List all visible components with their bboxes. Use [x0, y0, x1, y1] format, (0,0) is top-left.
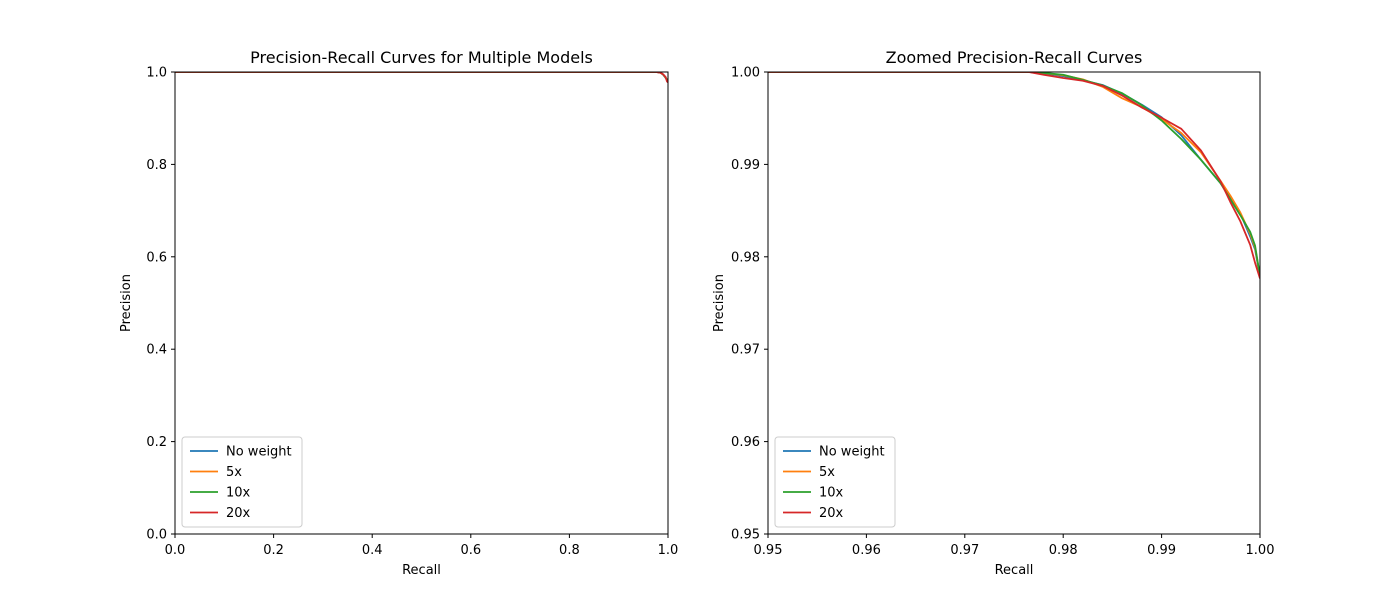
legend-label: No weight — [819, 445, 885, 460]
x-tick-label: 0.97 — [950, 543, 979, 558]
series-line-no-weight — [768, 72, 1260, 278]
x-tick-label: 1.0 — [658, 543, 679, 558]
x-tick-label: 0.0 — [165, 543, 186, 558]
x-tick-label: 0.2 — [263, 543, 284, 558]
legend-label: 10x — [819, 486, 844, 501]
y-tick-label: 0.99 — [731, 158, 760, 173]
y-tick-label: 0.97 — [731, 343, 760, 358]
axes-frame — [767, 71, 1261, 535]
legend-box — [774, 436, 896, 528]
legend-label: No weight — [226, 445, 292, 460]
chart-panel-1: 0.0 0.2 0.4 0.6 0.8 1.0 0.0 0.2 0.4 0.6 0.8 1.0 Prec… — [119, 48, 678, 578]
series-line-20x — [768, 72, 1260, 279]
x-tick-label: 0.4 — [362, 543, 383, 558]
legend-box — [181, 436, 303, 528]
x-axis-label: Recall — [995, 563, 1034, 578]
y-tick-label: 1.00 — [731, 66, 760, 81]
legend-label: 20x — [226, 506, 251, 521]
series-line-10x — [175, 72, 668, 83]
x-axis-label: Recall — [402, 563, 441, 578]
x-tick-label: 0.6 — [460, 543, 481, 558]
chart-title: Zoomed Precision-Recall Curves — [886, 48, 1143, 67]
series-line-10x — [768, 72, 1260, 277]
y-tick-label: 0.4 — [146, 343, 167, 358]
legend-label: 5x — [226, 465, 242, 480]
x-tick-label: 0.96 — [852, 543, 881, 558]
y-tick-label: 0.2 — [146, 435, 167, 450]
y-axis-label: Precision — [712, 274, 727, 332]
x-tick-label: 0.95 — [754, 543, 783, 558]
y-tick-label: 0.98 — [731, 250, 760, 265]
y-axis-label: Precision — [119, 274, 134, 332]
y-tick-label: 0.0 — [146, 528, 167, 543]
series-line-5x — [175, 72, 668, 83]
y-tick-label: 0.6 — [146, 250, 167, 265]
x-tick-label: 1.00 — [1246, 543, 1275, 558]
legend-label: 10x — [226, 486, 251, 501]
y-tick-label: 0.96 — [731, 435, 760, 450]
series-line-5x — [768, 72, 1260, 277]
legend: No weight 5x 10x 20x — [774, 436, 896, 528]
legend-label: 20x — [819, 506, 844, 521]
y-tick-label: 1.0 — [146, 66, 167, 81]
series-line-no-weight — [175, 72, 668, 83]
chart-panel-2: 0.95 0.96 0.97 0.98 0.99 1.00 0.95 0.96 0.97 0.98… — [712, 48, 1274, 578]
x-tick-label: 0.8 — [559, 543, 580, 558]
axes-frame — [174, 71, 669, 535]
y-tick-label: 0.95 — [731, 528, 760, 543]
x-tick-label: 0.99 — [1147, 543, 1176, 558]
series-line-20x — [175, 72, 668, 84]
x-tick-label: 0.98 — [1049, 543, 1078, 558]
y-tick-label: 0.8 — [146, 158, 167, 173]
legend-label: 5x — [819, 465, 835, 480]
chart-title: Precision-Recall Curves for Multiple Mod… — [250, 48, 593, 67]
legend: No weight 5x 10x 20x — [181, 436, 303, 528]
